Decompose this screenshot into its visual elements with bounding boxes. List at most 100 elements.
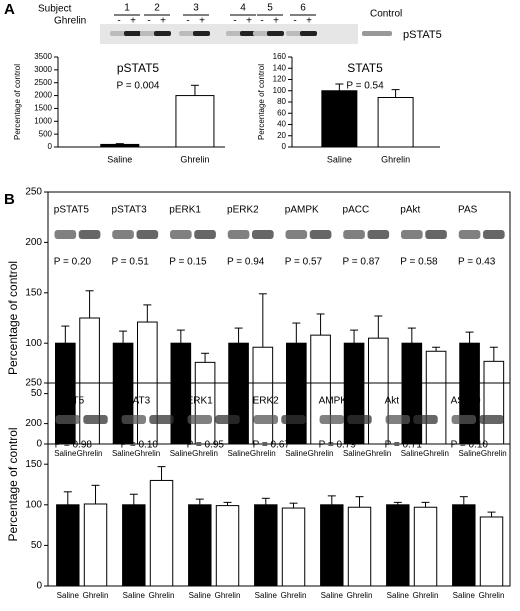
protein-label: pACC: [343, 205, 370, 216]
y-tick-label: 200: [25, 418, 42, 429]
blot-band: [281, 415, 306, 424]
protein-label: pAMPK: [285, 205, 319, 216]
blot-subject: 6: [300, 3, 306, 14]
blot-treatment-label: Ghrelin: [54, 16, 86, 27]
blot-band: [343, 230, 365, 239]
x-tick-label: Saline: [255, 591, 278, 600]
p-value: P = 0.57: [285, 257, 323, 268]
bar: [55, 342, 76, 445]
y-tick-label: 0: [36, 581, 42, 592]
y-tick-label: 120: [273, 75, 287, 84]
blot-sign: +: [130, 16, 136, 27]
y-tick-label: 2500: [34, 78, 52, 87]
y-tick-label: 1000: [34, 116, 52, 125]
blot-sign: +: [160, 16, 166, 27]
blot-band: [170, 230, 192, 239]
blot-band: [226, 31, 243, 36]
protein-label: pERK2: [227, 205, 259, 216]
y-axis-label: Percentage of control: [257, 64, 266, 140]
y-tick-label: 0: [36, 439, 42, 450]
p-value: P = 0.43: [458, 257, 496, 268]
y-tick-label: 1500: [34, 104, 52, 113]
blot-band: [215, 415, 240, 424]
bar: [452, 504, 476, 587]
y-tick-label: 500: [39, 129, 53, 138]
bar: [188, 504, 212, 587]
y-tick-label: 100: [25, 338, 42, 349]
blot-subject: 4: [240, 3, 246, 14]
blot-band: [112, 230, 134, 239]
bar: [286, 342, 307, 445]
p-value: P = 0.94: [227, 257, 265, 268]
panel-label: A: [4, 1, 15, 18]
blot-band: [309, 230, 332, 239]
blot-subject: 1: [124, 3, 130, 14]
bar: [170, 342, 192, 445]
blot-subject: 5: [267, 3, 273, 14]
y-tick-label: 3500: [34, 52, 52, 61]
protein-label: AMPK: [319, 396, 348, 407]
protein-label: STAT3: [121, 396, 151, 407]
blot-band: [252, 230, 274, 239]
bar: [343, 342, 365, 445]
blot-band: [413, 415, 438, 424]
blot-band: [267, 31, 284, 36]
p-value: P = 0.54: [346, 81, 384, 92]
x-tick-label: Saline: [227, 449, 250, 458]
bar: [228, 342, 249, 445]
blot-band: [110, 31, 127, 36]
protein-label: pERK1: [169, 205, 201, 216]
blot-sign: -: [233, 16, 236, 27]
blot-band: [253, 31, 270, 36]
p-value: P = 0.67: [253, 440, 291, 451]
p-value: P = 0.004: [117, 81, 160, 92]
chart-title: pSTAT5: [117, 61, 160, 75]
p-value: P = 0.98: [55, 440, 93, 451]
x-tick-label: Saline: [453, 591, 476, 600]
blot-band: [227, 230, 250, 239]
protein-label: pSTAT3: [112, 205, 148, 216]
blot-band: [149, 415, 174, 424]
y-tick-label: 140: [273, 63, 287, 72]
bar: [254, 504, 278, 587]
x-tick-label: Saline: [123, 591, 146, 600]
x-tick-label: Ghrelin: [77, 449, 103, 458]
blot-band: [286, 31, 303, 36]
protein-label: ERK2: [253, 396, 280, 407]
bar: [368, 337, 389, 445]
y-axis-label: Percentage of control: [13, 64, 22, 140]
blot-sign: -: [147, 16, 150, 27]
y-tick-label: 100: [273, 86, 287, 95]
y-tick-label: 80: [277, 97, 286, 106]
blot-band: [193, 31, 210, 36]
bar: [149, 479, 174, 587]
y-tick-label: 250: [25, 187, 42, 198]
bar: [413, 506, 438, 587]
x-tick-label: Ghrelin: [192, 449, 218, 458]
blot-band: [136, 230, 159, 239]
y-axis-label: Percentage of control: [6, 427, 20, 541]
x-tick-label: Saline: [327, 154, 352, 164]
blot-band: [285, 230, 308, 239]
y-tick-label: 40: [277, 120, 286, 129]
x-tick-label: Ghrelin: [308, 449, 334, 458]
x-tick-label: Saline: [321, 591, 344, 600]
x-tick-label: Saline: [285, 449, 308, 458]
blot-sign: -: [293, 16, 296, 27]
y-tick-label: 200: [25, 237, 42, 248]
bar: [425, 350, 447, 445]
blot-band: [124, 31, 141, 36]
y-tick-label: 150: [25, 459, 42, 470]
protein-label: pSTAT5: [54, 205, 90, 216]
x-tick-label: Ghrelin: [413, 591, 439, 600]
blot-protein-label: pSTAT5: [403, 29, 442, 41]
panel-label: B: [4, 191, 15, 208]
blot-control-label: Control: [370, 9, 402, 20]
blot-band: [300, 31, 317, 36]
bar: [215, 505, 240, 587]
p-value: P = 0.20: [54, 257, 92, 268]
x-tick-label: Ghrelin: [149, 591, 175, 600]
blot-band: [78, 230, 101, 239]
x-tick-label: Saline: [57, 591, 80, 600]
axes: [291, 57, 440, 148]
